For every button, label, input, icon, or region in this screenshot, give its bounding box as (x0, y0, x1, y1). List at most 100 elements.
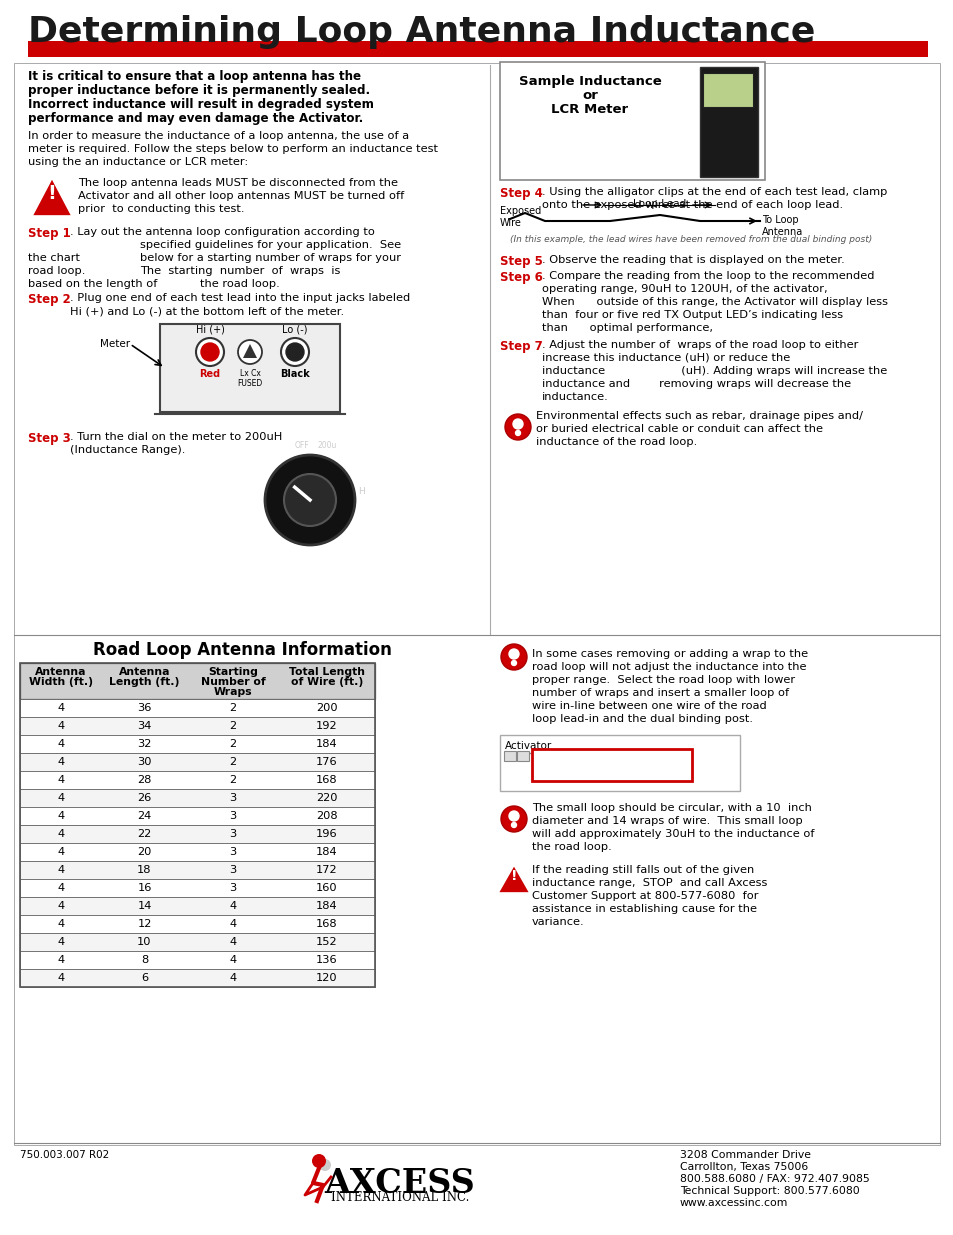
Text: 4: 4 (230, 902, 236, 911)
Text: Determining Loop Antenna Inductance: Determining Loop Antenna Inductance (28, 15, 815, 49)
Polygon shape (497, 864, 530, 893)
Text: 30: 30 (137, 757, 152, 767)
Text: 168: 168 (315, 919, 337, 929)
Circle shape (509, 650, 518, 659)
Text: 4: 4 (57, 955, 65, 965)
Text: Lx Cx
FUSED: Lx Cx FUSED (237, 369, 262, 388)
Text: 184: 184 (315, 847, 337, 857)
Text: 176: 176 (315, 757, 337, 767)
Text: Step 6: Step 6 (499, 270, 542, 284)
Text: OFF: OFF (294, 441, 309, 450)
Circle shape (312, 1153, 326, 1168)
Text: road loop will not adjust the inductance into the: road loop will not adjust the inductance… (532, 662, 805, 672)
Text: 4: 4 (57, 902, 65, 911)
Circle shape (281, 338, 309, 366)
Text: 4: 4 (57, 829, 65, 839)
Circle shape (500, 806, 526, 832)
Text: 4: 4 (230, 937, 236, 947)
Text: 3: 3 (229, 847, 236, 857)
Circle shape (195, 338, 224, 366)
Text: Meter: Meter (100, 338, 130, 350)
Text: Width (ft.): Width (ft.) (29, 677, 92, 687)
Text: using the an inductance or LCR meter:: using the an inductance or LCR meter: (28, 157, 248, 167)
Circle shape (511, 823, 516, 827)
Text: Step 7: Step 7 (499, 340, 542, 353)
Text: wire in-line between one wire of the road: wire in-line between one wire of the roa… (532, 701, 766, 711)
Text: inductance and        removing wraps will decrease the: inductance and removing wraps will decre… (541, 379, 850, 389)
Bar (20, 844, 375, 861)
Text: 4: 4 (57, 721, 65, 731)
Text: or: or (581, 89, 598, 103)
Text: Lo (-): Lo (-) (282, 324, 308, 333)
Text: . Lay out the antenna loop configuration according to: . Lay out the antenna loop configuration… (70, 227, 375, 237)
Text: 2: 2 (230, 721, 236, 731)
Text: 4: 4 (57, 757, 65, 767)
Text: 3: 3 (229, 829, 236, 839)
Text: AXCESS: AXCESS (324, 1167, 475, 1200)
Text: Step 4: Step 4 (499, 186, 542, 200)
Text: Wraps: Wraps (213, 687, 252, 697)
Text: . Adjust the number of  wraps of the road loop to either: . Adjust the number of wraps of the road… (541, 340, 858, 350)
Bar (503, 751, 516, 761)
Text: 220: 220 (315, 793, 337, 803)
Text: In some cases removing or adding a wrap to the: In some cases removing or adding a wrap … (532, 650, 807, 659)
Text: 22: 22 (137, 829, 152, 839)
Circle shape (504, 414, 531, 440)
Text: 4: 4 (57, 776, 65, 785)
Bar (20, 879, 375, 897)
Text: . Turn the dial on the meter to 200uH: . Turn the dial on the meter to 200uH (70, 432, 282, 442)
Text: 18: 18 (137, 864, 152, 876)
Bar (700, 67, 758, 177)
Text: . Compare the reading from the loop to the recommended: . Compare the reading from the loop to t… (541, 270, 874, 282)
Text: 750.003.007 R02: 750.003.007 R02 (20, 1150, 110, 1160)
Text: 4: 4 (57, 793, 65, 803)
Text: loop lead-in and the dual binding post.: loop lead-in and the dual binding post. (532, 714, 752, 724)
Text: 4: 4 (57, 973, 65, 983)
Text: INTERNATIONAL INC.: INTERNATIONAL INC. (331, 1191, 469, 1204)
Text: Step 1: Step 1 (28, 227, 71, 240)
Polygon shape (32, 178, 71, 216)
Text: Total Length: Total Length (289, 667, 365, 677)
Text: 4: 4 (57, 739, 65, 748)
Circle shape (513, 419, 522, 429)
Circle shape (284, 474, 335, 526)
Text: (Inductance Range).: (Inductance Range). (70, 445, 185, 454)
Text: prior  to conducting this test.: prior to conducting this test. (78, 204, 244, 214)
Circle shape (500, 643, 526, 671)
Text: !: ! (510, 869, 517, 883)
Text: 32: 32 (137, 739, 152, 748)
Text: 20: 20 (137, 847, 152, 857)
Text: 2: 2 (230, 757, 236, 767)
Text: Red: Red (199, 369, 220, 379)
Text: Starting: Starting (208, 667, 257, 677)
Text: When      outside of this range, the Activator will display less: When outside of this range, the Activato… (541, 296, 887, 308)
Text: LCR Meter: LCR Meter (551, 103, 628, 116)
Text: 3208 Commander Drive: 3208 Commander Drive (679, 1150, 810, 1160)
Bar (20, 806, 375, 825)
Text: operating range, 90uH to 120UH, of the activator,: operating range, 90uH to 120UH, of the a… (541, 284, 827, 294)
Text: 184: 184 (315, 902, 337, 911)
Bar (20, 718, 375, 735)
Text: !: ! (48, 184, 56, 203)
Text: 4: 4 (230, 919, 236, 929)
Text: It is critical to ensure that a loop antenna has the: It is critical to ensure that a loop ant… (28, 70, 361, 83)
Text: increase this inductance (uH) or reduce the: increase this inductance (uH) or reduce … (541, 353, 789, 363)
Bar (20, 951, 375, 969)
Bar (20, 771, 375, 789)
Text: than  four or five red TX Output LED’s indicating less: than four or five red TX Output LED’s in… (541, 310, 842, 320)
Text: proper inductance before it is permanently sealed.: proper inductance before it is permanent… (28, 84, 370, 98)
Bar (28, 41, 927, 57)
Bar (20, 969, 375, 987)
Text: 36: 36 (137, 703, 152, 713)
Circle shape (511, 661, 516, 666)
Text: Environmental effects such as rebar, drainage pipes and/: Environmental effects such as rebar, dra… (536, 411, 862, 421)
Circle shape (318, 1158, 331, 1171)
Bar (702, 73, 752, 107)
Text: The  starting  number  of  wraps  is: The starting number of wraps is (140, 266, 340, 275)
Bar (499, 735, 740, 790)
Text: 200u: 200u (317, 441, 337, 450)
Text: If the reading still falls out of the given: If the reading still falls out of the gi… (532, 864, 754, 876)
Text: In order to measure the inductance of a loop antenna, the use of a: In order to measure the inductance of a … (28, 131, 409, 141)
Bar (20, 735, 375, 753)
Text: 4: 4 (230, 955, 236, 965)
